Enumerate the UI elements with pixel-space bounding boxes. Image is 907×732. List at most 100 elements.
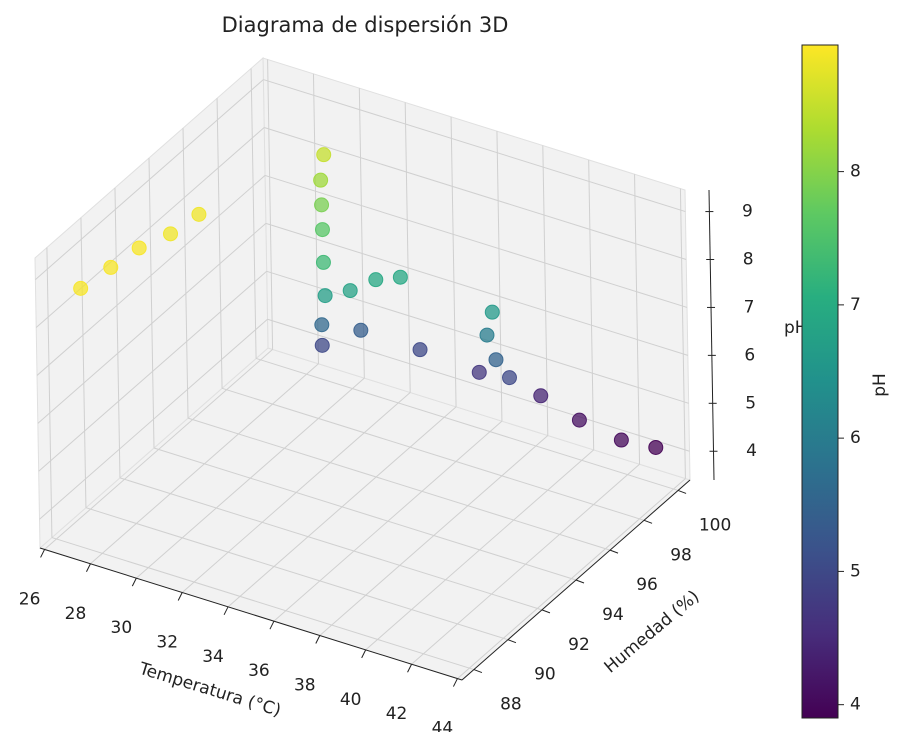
grid-line xyxy=(267,318,690,452)
grid-line xyxy=(39,318,268,520)
point xyxy=(315,254,331,270)
grid-line xyxy=(634,174,641,465)
colorbar-tick-label: 4 xyxy=(850,695,861,715)
grid-line xyxy=(263,79,686,213)
axis-line xyxy=(461,479,691,681)
point xyxy=(73,280,89,296)
y-tick xyxy=(643,519,653,524)
grid-line xyxy=(36,175,266,376)
grid-line xyxy=(38,270,268,472)
grid-line xyxy=(265,222,689,356)
point xyxy=(314,317,330,333)
y-tick xyxy=(541,609,551,614)
grid-line xyxy=(216,98,223,389)
grid-line xyxy=(221,387,645,521)
x-tick xyxy=(177,592,183,601)
point xyxy=(317,288,333,304)
colorbar-label: pH xyxy=(870,373,890,397)
grid-line xyxy=(35,79,264,280)
point xyxy=(484,304,500,320)
grid-line xyxy=(250,68,257,359)
point xyxy=(314,337,330,353)
grid-line xyxy=(267,59,274,350)
point xyxy=(314,197,330,213)
z-tick-label: 9 xyxy=(742,202,753,222)
grid-line xyxy=(80,217,87,508)
y-tick xyxy=(677,489,687,494)
z-tick-label: 5 xyxy=(745,393,756,413)
point xyxy=(313,172,329,188)
x-tick-label: 42 xyxy=(386,704,408,724)
x-tick-label: 36 xyxy=(248,661,270,681)
point xyxy=(533,388,549,404)
colorbar xyxy=(801,44,839,719)
point xyxy=(412,342,428,358)
grid-line xyxy=(51,537,475,671)
grid-line xyxy=(496,131,503,422)
point xyxy=(501,370,517,386)
point xyxy=(488,352,504,368)
x-tick-label: 30 xyxy=(111,618,133,638)
z-tick-label: 7 xyxy=(744,297,755,317)
y-tick-label: 88 xyxy=(500,695,522,715)
point xyxy=(342,283,358,299)
grid-line xyxy=(148,157,155,449)
point xyxy=(191,206,207,222)
grid-line xyxy=(264,174,688,308)
z-tick-label: 8 xyxy=(743,250,754,270)
x-tick xyxy=(269,620,275,630)
y-tick xyxy=(575,579,585,584)
x-tick-label: 28 xyxy=(65,604,87,624)
grid-line xyxy=(588,159,595,450)
point xyxy=(314,222,330,238)
x-tick xyxy=(452,678,458,687)
point xyxy=(613,432,629,448)
point xyxy=(353,322,369,338)
x-tick-label: 40 xyxy=(340,690,362,710)
chart-title: Diagrama de dispersión 3D xyxy=(222,13,509,37)
z-tick-label: 6 xyxy=(744,345,755,365)
colorbar-tick-label: 5 xyxy=(850,561,861,581)
grid-line xyxy=(679,188,686,479)
axis-line xyxy=(708,189,715,481)
x-tick-label: 32 xyxy=(156,632,178,652)
x-tick xyxy=(86,563,91,573)
grid-line xyxy=(542,145,549,436)
z-tick-label: 4 xyxy=(746,441,757,461)
x-tick xyxy=(361,649,367,659)
axis-line xyxy=(39,547,463,681)
grid-line xyxy=(450,116,457,407)
point xyxy=(316,147,332,163)
grid-line xyxy=(85,507,509,641)
x-tick-label: 34 xyxy=(202,647,224,667)
grid-line xyxy=(404,102,411,393)
x-tick xyxy=(407,663,412,673)
x-tick xyxy=(40,549,46,558)
y-tick-label: 94 xyxy=(602,605,624,625)
y-tick-label: 90 xyxy=(534,665,556,685)
grid-line xyxy=(266,270,689,404)
grid-line xyxy=(264,127,687,260)
grid-line xyxy=(255,357,679,491)
point xyxy=(392,269,408,285)
point xyxy=(471,364,487,380)
colorbar-tick-label: 7 xyxy=(850,295,861,315)
grid-line xyxy=(312,73,319,364)
point xyxy=(571,412,587,428)
x-tick-label: 44 xyxy=(432,719,454,732)
point xyxy=(103,259,119,275)
colorbar-tick-label: 8 xyxy=(850,162,861,182)
x-tick xyxy=(223,606,229,616)
grid-line xyxy=(35,127,265,328)
grid-line xyxy=(187,417,611,551)
x-tick-label: 26 xyxy=(19,589,41,609)
x-tick xyxy=(315,635,321,644)
point xyxy=(368,272,384,288)
point xyxy=(479,327,495,343)
y-tick xyxy=(507,639,517,644)
y-axis-label: Humedad (%) xyxy=(601,587,704,678)
grid-line xyxy=(153,447,577,581)
x-tick-label: 38 xyxy=(294,676,316,696)
